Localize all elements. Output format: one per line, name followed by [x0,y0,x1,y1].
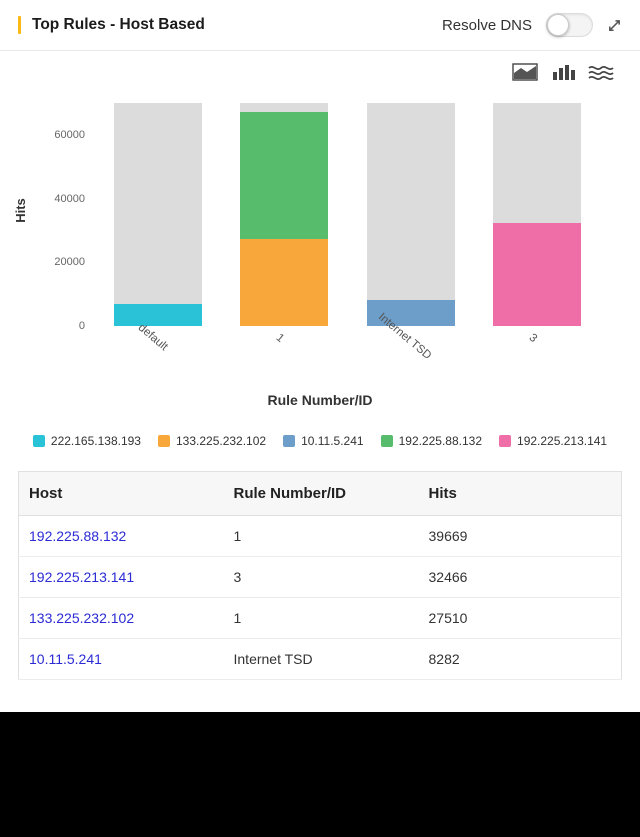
rule-cell: 1 [223,515,419,557]
legend-label: 192.225.88.132 [398,434,483,448]
stream-chart-icon[interactable] [588,63,614,81]
bar-segment[interactable] [240,112,329,239]
y-tick-label: 0 [78,320,85,332]
x-tick-label: 3 [526,331,540,346]
bar-background [366,103,455,326]
legend-label: 222.165.138.193 [50,434,141,448]
table-row: 192.225.88.132 1 39669 [18,515,622,557]
legend-label: 133.225.232.102 [175,434,267,448]
host-link[interactable]: 192.225.213.141 [29,569,135,585]
legend-item[interactable]: 222.165.138.193 [32,434,141,448]
header-rule-number: Rule Number/ID [223,471,419,516]
legend-swatch [380,435,393,447]
table-row: 192.225.213.141 3 32466 [18,556,622,598]
x-axis-title: Rule Number/ID [267,392,373,408]
hits-cell: 27510 [418,597,622,639]
y-tick-label: 40000 [54,192,85,205]
hits-cell: 39669 [418,515,622,557]
resolve-dns-label: Resolve DNS [441,16,532,34]
x-tick-label: 1 [273,331,287,346]
table-row: 10.11.5.241 Internet TSD 8282 [18,638,622,680]
rule-cell: Internet TSD [223,638,419,680]
bar-segment[interactable] [240,238,329,326]
hits-cell: 32466 [418,556,622,598]
table-body: 192.225.88.132 1 39669 192.225.213.141 3 3246… [18,515,622,680]
widget-accent-bar [18,16,21,34]
bar-column [348,103,474,326]
hits-cell: 8282 [418,638,622,680]
plot-area [95,103,600,326]
host-link[interactable]: 192.225.88.132 [29,528,127,544]
bar-column [221,103,347,326]
toggle-knob [547,14,569,36]
y-tick-label: 20000 [54,256,85,269]
legend-item[interactable]: 10.11.5.241 [283,434,364,448]
widget-title: Top Rules - Host Based [32,16,205,33]
bar-segment[interactable] [492,222,581,326]
resolve-dns-toggle[interactable] [546,13,593,37]
legend-swatch [499,435,512,447]
bar-chart-icon[interactable] [550,63,576,81]
y-tick-label: 60000 [54,129,85,142]
chart-type-toolbar [0,51,640,81]
chart: Hits 0 20000 40000 60000 default 1 Internet T… [0,103,640,408]
host-link[interactable]: 133.225.232.102 [29,610,135,626]
bottom-black-region [0,712,640,837]
legend-swatch [32,435,45,447]
rule-cell: 1 [223,597,419,639]
widget-header: Top Rules - Host Based Resolve DNS [0,0,640,51]
bar-column [95,103,221,326]
top-rules-table: Host Rule Number/ID Hits 192.225.88.132 1… [18,471,622,680]
header-host: Host [18,471,224,516]
y-axis-ticks: 0 20000 40000 60000 [0,103,95,332]
bar-column [474,103,600,326]
bar-segment[interactable] [114,303,203,326]
legend-label: 192.225.213.141 [517,434,608,448]
legend-item[interactable]: 133.225.232.102 [157,434,267,448]
legend-item[interactable]: 192.225.88.132 [380,434,483,448]
rule-cell: 3 [223,556,419,598]
bar-segment[interactable] [366,299,455,326]
x-axis-labels: default 1 Internet TSD 3 [95,311,600,390]
host-link[interactable]: 10.11.5.241 [29,651,102,667]
legend-swatch [283,435,296,447]
bar-background [114,103,203,326]
table-header-row: Host Rule Number/ID Hits [18,471,622,516]
x-tick-label: default [135,321,171,354]
header-hits: Hits [418,471,622,516]
legend-swatch [157,435,170,447]
table-row: 133.225.232.102 1 27510 [18,597,622,639]
chart-legend: 222.165.138.193 133.225.232.102 10.11.5.24… [0,434,640,448]
legend-label: 10.11.5.241 [301,434,364,448]
expand-icon[interactable] [607,18,622,33]
area-chart-icon[interactable] [512,63,538,81]
legend-item[interactable]: 192.225.213.141 [499,434,607,448]
